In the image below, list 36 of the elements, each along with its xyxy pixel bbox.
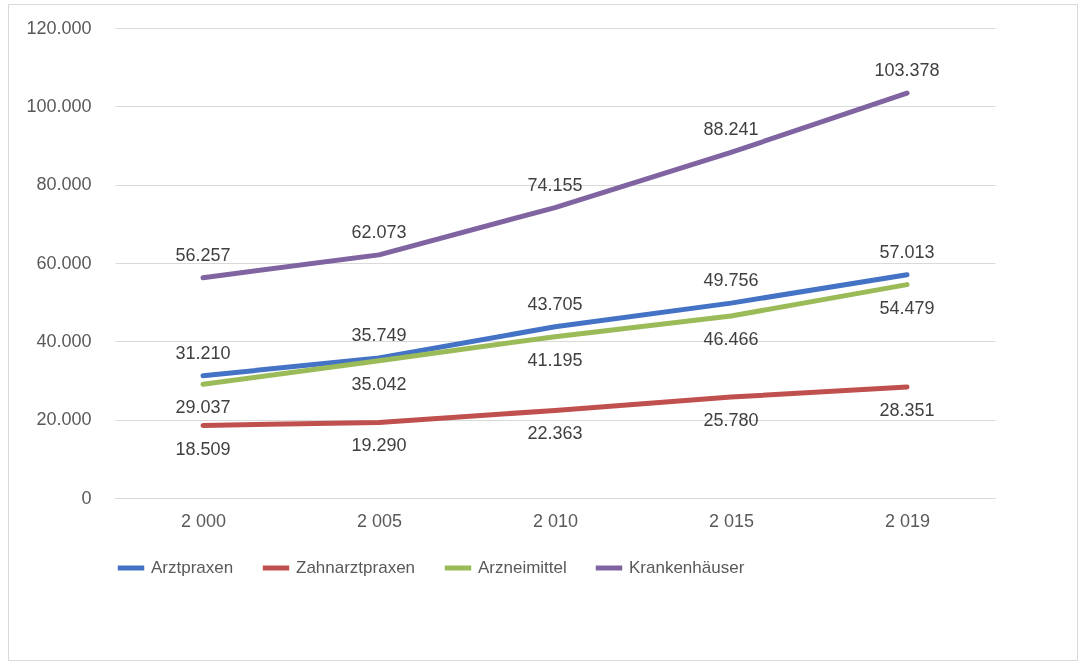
data-label: 28.351	[879, 399, 935, 420]
y-tick-label: 40.000	[36, 330, 92, 351]
data-label: 43.705	[527, 293, 583, 314]
legend-label: Krankenhäuser	[629, 558, 745, 577]
x-tick-label: 2 000	[180, 510, 227, 531]
data-label: 49.756	[703, 270, 759, 291]
data-label: 54.479	[879, 297, 935, 318]
y-tick-label: 120.000	[26, 17, 92, 38]
data-label: 103.378	[874, 60, 940, 81]
data-label: 74.155	[527, 174, 583, 195]
data-label: 35.749	[351, 324, 407, 345]
data-label: 57.013	[879, 241, 935, 262]
y-tick-label: 80.000	[36, 174, 92, 195]
legend-label: Arztpraxen	[151, 558, 234, 577]
y-tick-label: 60.000	[36, 252, 92, 273]
data-label: 88.241	[703, 119, 759, 140]
x-tick-label: 2 015	[708, 510, 755, 531]
data-label: 31.210	[175, 342, 231, 363]
y-tick-label: 0	[81, 487, 92, 508]
data-label: 62.073	[351, 221, 407, 242]
data-label: 19.290	[351, 435, 407, 456]
legend-label: Zahnarztpraxen	[296, 558, 416, 577]
data-label: 22.363	[527, 423, 583, 444]
data-label: 25.780	[703, 410, 759, 431]
data-label: 56.257	[175, 244, 231, 265]
data-label: 29.037	[175, 397, 231, 418]
x-tick-label: 2 010	[532, 510, 579, 531]
data-label: 35.042	[351, 373, 407, 394]
x-tick-label: 2 005	[356, 510, 403, 531]
y-tick-label: 20.000	[36, 409, 92, 430]
y-tick-label: 100.000	[26, 95, 92, 116]
data-label: 18.509	[175, 438, 231, 459]
x-tick-label: 2 019	[884, 510, 931, 531]
data-label: 41.195	[527, 349, 583, 370]
data-label: 46.466	[703, 329, 759, 350]
legend-label: Arzneimittel	[478, 558, 567, 577]
